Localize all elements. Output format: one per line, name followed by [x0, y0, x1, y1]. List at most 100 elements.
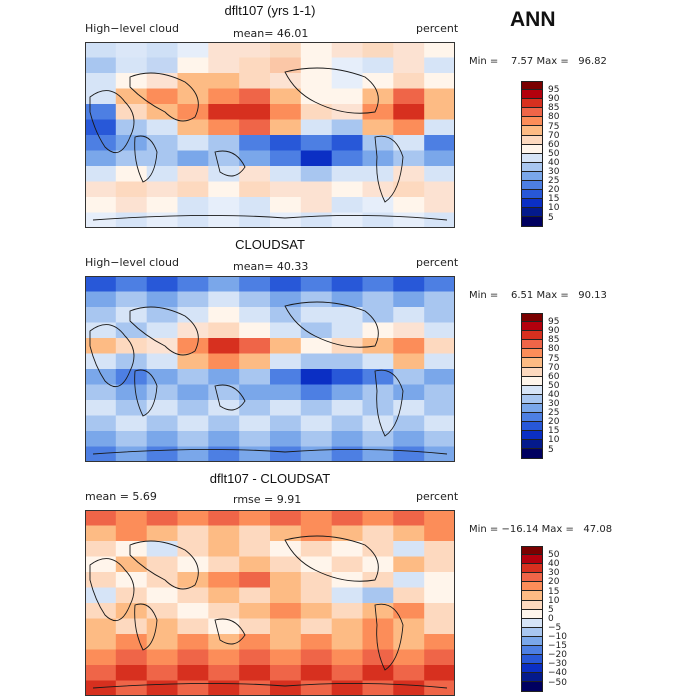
- field-cell: [85, 541, 117, 558]
- coastline: [129, 306, 199, 356]
- field-cell: [208, 150, 240, 167]
- panel-2-min-max: Min = 6.51 Max = 90.13: [469, 290, 607, 301]
- field-cell: [239, 73, 271, 90]
- field-cell: [177, 42, 209, 59]
- field-cell: [270, 446, 302, 462]
- field-cell: [424, 541, 455, 558]
- field-cell: [362, 618, 394, 635]
- colorbar-tick-label: 75: [548, 353, 560, 364]
- field-cell: [146, 572, 179, 589]
- field-cell: [85, 446, 117, 462]
- colorbar-cell: [521, 340, 543, 350]
- field-cell: [208, 431, 240, 448]
- field-cell: [239, 57, 271, 74]
- colorbar-tick-label: 20: [548, 417, 560, 428]
- field-cell: [393, 618, 425, 635]
- field-cell: [393, 322, 425, 339]
- field-cell: [300, 212, 333, 228]
- colorbar-tick-label: 50: [548, 148, 560, 159]
- field-cell: [270, 353, 302, 370]
- field-cell: [300, 291, 333, 308]
- field-cell: [393, 73, 425, 90]
- field-cell: [300, 104, 333, 121]
- field-cell: [424, 572, 455, 589]
- panel-3-units-label: percent: [416, 490, 459, 503]
- coastline: [214, 618, 246, 645]
- field-cell: [85, 415, 117, 432]
- field-cell: [177, 369, 209, 386]
- field-cell: [424, 166, 455, 183]
- field-cell: [85, 634, 117, 651]
- field-cell: [208, 197, 240, 214]
- field-cell: [177, 135, 209, 152]
- field-cell: [85, 212, 117, 228]
- field-cell: [115, 603, 148, 620]
- field-cell: [146, 104, 179, 121]
- field-cell: [331, 510, 364, 527]
- field-cell: [208, 384, 240, 401]
- field-cell: [177, 541, 209, 558]
- field-cell: [239, 384, 271, 401]
- colorbar-cell: [521, 431, 543, 441]
- field-cell: [270, 307, 302, 324]
- colorbar-cell: [521, 126, 543, 136]
- colorbar-tick-label: 75: [548, 121, 560, 132]
- colorbar-tick-label: 10: [548, 203, 560, 214]
- field-cell: [177, 57, 209, 74]
- colorbar-tick-label: 0: [548, 613, 554, 624]
- field-cell: [146, 415, 179, 432]
- field-cell: [115, 181, 148, 198]
- colorbar-tick-label: 10: [548, 435, 560, 446]
- field-cell: [177, 276, 209, 293]
- field-cell: [115, 618, 148, 635]
- field-cell: [146, 603, 179, 620]
- field-cell: [115, 57, 148, 74]
- field-cell: [146, 322, 179, 339]
- panel-3-field: [85, 510, 455, 696]
- colorbar-tick-label: 85: [548, 103, 560, 114]
- field-cell: [362, 369, 394, 386]
- field-cell: [424, 42, 455, 59]
- field-cell: [115, 384, 148, 401]
- coastline: [89, 558, 135, 622]
- field-cell: [115, 665, 148, 682]
- field-cell: [115, 150, 148, 167]
- field-cell: [239, 150, 271, 167]
- field-cell: [331, 322, 364, 339]
- coastline: [129, 540, 199, 590]
- coastline: [374, 369, 404, 437]
- colorbar-tick-label: 70: [548, 362, 560, 373]
- colorbar-tick-label: 20: [548, 577, 560, 588]
- field-cell: [424, 446, 455, 462]
- field-cell: [424, 369, 455, 386]
- field-cell: [239, 618, 271, 635]
- colorbar-tick-label: −10: [548, 632, 567, 642]
- field-cell: [239, 431, 271, 448]
- field-cell: [300, 431, 333, 448]
- field-cell: [270, 57, 302, 74]
- field-cell: [393, 369, 425, 386]
- field-cell: [270, 88, 302, 105]
- field-cell: [362, 680, 394, 696]
- field-cell: [270, 104, 302, 121]
- colorbar-cell: [521, 190, 543, 200]
- field-cell: [424, 525, 455, 542]
- colorbar-cell: [521, 367, 543, 377]
- colorbar-tick-label: 30: [548, 399, 560, 409]
- field-cell: [362, 384, 394, 401]
- field-cell: [331, 119, 364, 136]
- field-cell: [393, 166, 425, 183]
- field-cell: [85, 166, 117, 183]
- field-cell: [270, 212, 302, 228]
- colorbar-tick-label: −40: [548, 668, 567, 679]
- field-cell: [424, 307, 455, 324]
- field-cell: [362, 353, 394, 370]
- colorbar-tick-label: 5: [548, 444, 554, 455]
- field-cell: [239, 400, 271, 417]
- field-cell: [393, 88, 425, 105]
- field-cell: [208, 212, 240, 228]
- field-cell: [300, 369, 333, 386]
- field-cell: [300, 276, 333, 293]
- panel-3-map: [85, 510, 455, 696]
- field-cell: [115, 353, 148, 370]
